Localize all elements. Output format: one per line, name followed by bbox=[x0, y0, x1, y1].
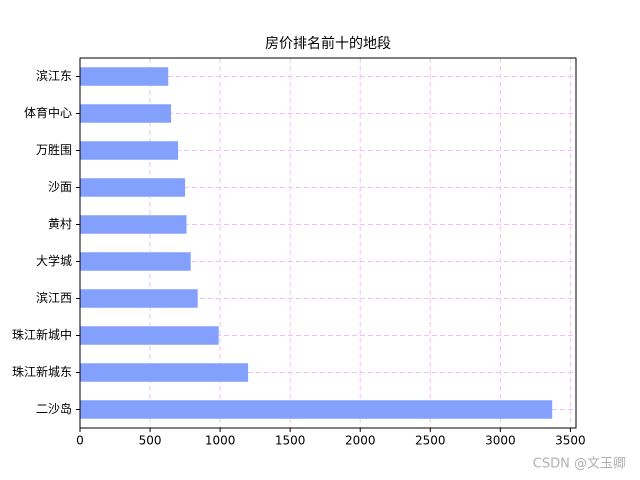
x-tick-label: 2000 bbox=[345, 434, 376, 448]
bar bbox=[80, 252, 191, 271]
x-tick-label: 0 bbox=[76, 434, 84, 448]
x-tick-label: 1500 bbox=[275, 434, 306, 448]
plot-frame bbox=[79, 57, 577, 429]
x-tick-label: 3000 bbox=[485, 434, 516, 448]
x-tick-label: 3500 bbox=[555, 434, 586, 448]
bar bbox=[80, 400, 553, 419]
y-tick-label: 滨江东 bbox=[36, 68, 72, 83]
y-tick-label: 珠江新城中 bbox=[12, 327, 72, 342]
y-tick-label: 黄村 bbox=[48, 217, 72, 231]
bar bbox=[80, 104, 172, 123]
bar bbox=[80, 67, 169, 86]
x-tick-label: 2500 bbox=[415, 434, 446, 448]
y-tick-label: 体育中心 bbox=[24, 105, 72, 120]
y-tick-label: 二沙岛 bbox=[36, 401, 72, 416]
y-tick-label: 沙面 bbox=[48, 180, 72, 194]
bar bbox=[80, 289, 198, 308]
bar bbox=[80, 215, 187, 234]
y-tick-label: 万胜围 bbox=[36, 142, 72, 157]
x-tick-label: 500 bbox=[139, 434, 162, 448]
bar bbox=[80, 326, 219, 345]
bar bbox=[80, 178, 186, 197]
y-tick-label: 大学城 bbox=[36, 253, 72, 268]
x-tick-label: 1000 bbox=[205, 434, 236, 448]
bar bbox=[80, 363, 249, 382]
y-tick-label: 滨江西 bbox=[36, 290, 72, 305]
watermark: CSDN @文玉卿 bbox=[533, 457, 626, 472]
y-tick-label: 珠江新城东 bbox=[12, 364, 72, 379]
bar bbox=[80, 141, 179, 160]
chart-title: 房价排名前十的地段 bbox=[265, 35, 391, 52]
